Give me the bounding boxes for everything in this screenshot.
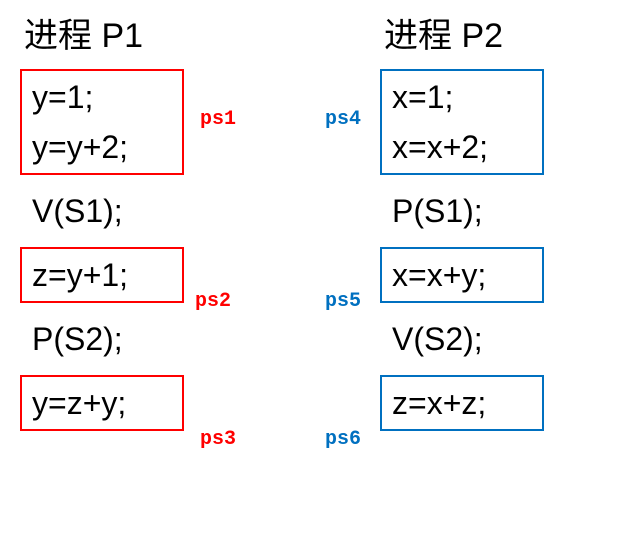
p1-block-ps1: y=1; y=y+2;	[20, 69, 184, 175]
code-stmt: x=x+y;	[392, 259, 532, 291]
p2-block-ps6: z=x+z;	[380, 375, 544, 431]
process-p1-column: 进程 P1 y=1; y=y+2; V(S1); z=y+1; P(S2); y…	[20, 0, 184, 439]
process-p2-heading: 进程 P2	[384, 8, 544, 57]
code-stmt: y=y+2;	[32, 131, 172, 163]
annot-ps1: ps1	[200, 108, 236, 131]
code-stmt: P(S1);	[380, 183, 544, 239]
annot-ps3: ps3	[200, 428, 236, 451]
annot-ps4: ps4	[325, 108, 361, 131]
code-stmt: y=z+y;	[32, 387, 172, 419]
p2-block-ps4: x=1; x=x+2;	[380, 69, 544, 175]
code-stmt: y=1;	[32, 81, 172, 113]
annot-ps5: ps5	[325, 290, 361, 313]
code-stmt: V(S1);	[20, 183, 184, 239]
p2-block-ps5: x=x+y;	[380, 247, 544, 303]
code-stmt: z=y+1;	[32, 259, 172, 291]
process-p1-heading: 进程 P1	[24, 8, 184, 57]
p1-block-ps2: z=y+1;	[20, 247, 184, 303]
code-stmt: x=1;	[392, 81, 532, 113]
annot-ps6: ps6	[325, 428, 361, 451]
code-stmt: P(S2);	[20, 311, 184, 367]
p1-block-ps3: y=z+y;	[20, 375, 184, 431]
annot-ps2: ps2	[195, 290, 231, 313]
code-stmt: x=x+2;	[392, 131, 532, 163]
code-stmt: z=x+z;	[392, 387, 532, 419]
process-p2-column: 进程 P2 x=1; x=x+2; P(S1); x=x+y; V(S2); z…	[380, 0, 544, 439]
code-stmt: V(S2);	[380, 311, 544, 367]
